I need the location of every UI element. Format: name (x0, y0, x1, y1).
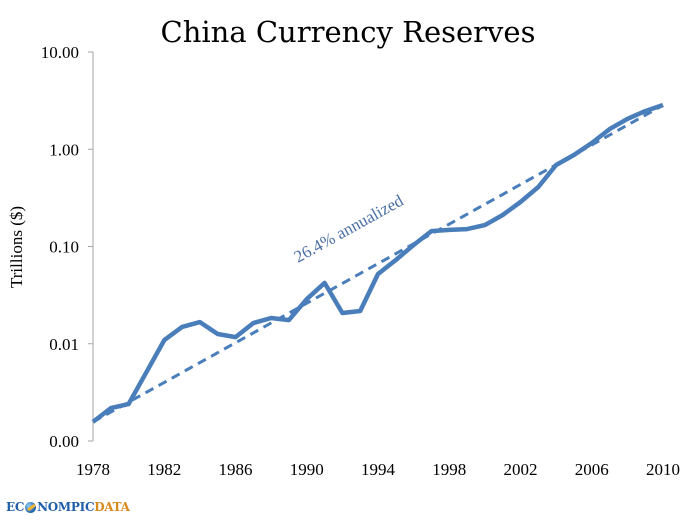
y-axis: 10.00 1.00 0.10 0.01 0.00 (41, 43, 94, 451)
y-tick-label: 0.10 (49, 238, 79, 257)
y-tick-label: 0.01 (49, 335, 79, 354)
annotation-layer: 26.4% annualized (291, 191, 407, 267)
x-tick-label: 2002 (504, 460, 538, 479)
economicdata-logo: EC NOMPIC DATA (6, 500, 130, 514)
x-tick-label: 1982 (147, 460, 181, 479)
x-tick-label: 1986 (219, 460, 253, 479)
series-layer (91, 102, 664, 424)
logo-text-nompic: NOMPIC (37, 500, 95, 514)
trend-line (92, 103, 664, 424)
x-tick-label: 1978 (76, 460, 110, 479)
x-tick-label: 1990 (290, 460, 324, 479)
y-axis-label: Trillions ($) (7, 206, 26, 288)
y-tick-label: 10.00 (41, 43, 79, 62)
globe-icon (25, 501, 37, 513)
logo-text-ec: EC (6, 500, 25, 514)
trend-annotation: 26.4% annualized (291, 191, 407, 267)
y-tick-label: 1.00 (49, 140, 79, 159)
x-tick-label: 1998 (432, 460, 466, 479)
x-tick-label: 2010 (646, 460, 680, 479)
chart-title: China Currency Reserves (161, 15, 536, 49)
x-axis: 1978 1982 1986 1990 1994 1998 2002 2006 2010 (76, 460, 680, 479)
x-tick-label: 1994 (361, 460, 396, 479)
logo-text-data: DATA (94, 500, 130, 514)
x-tick-label: 2006 (575, 460, 609, 479)
y-tick-label: 0.00 (49, 432, 79, 451)
